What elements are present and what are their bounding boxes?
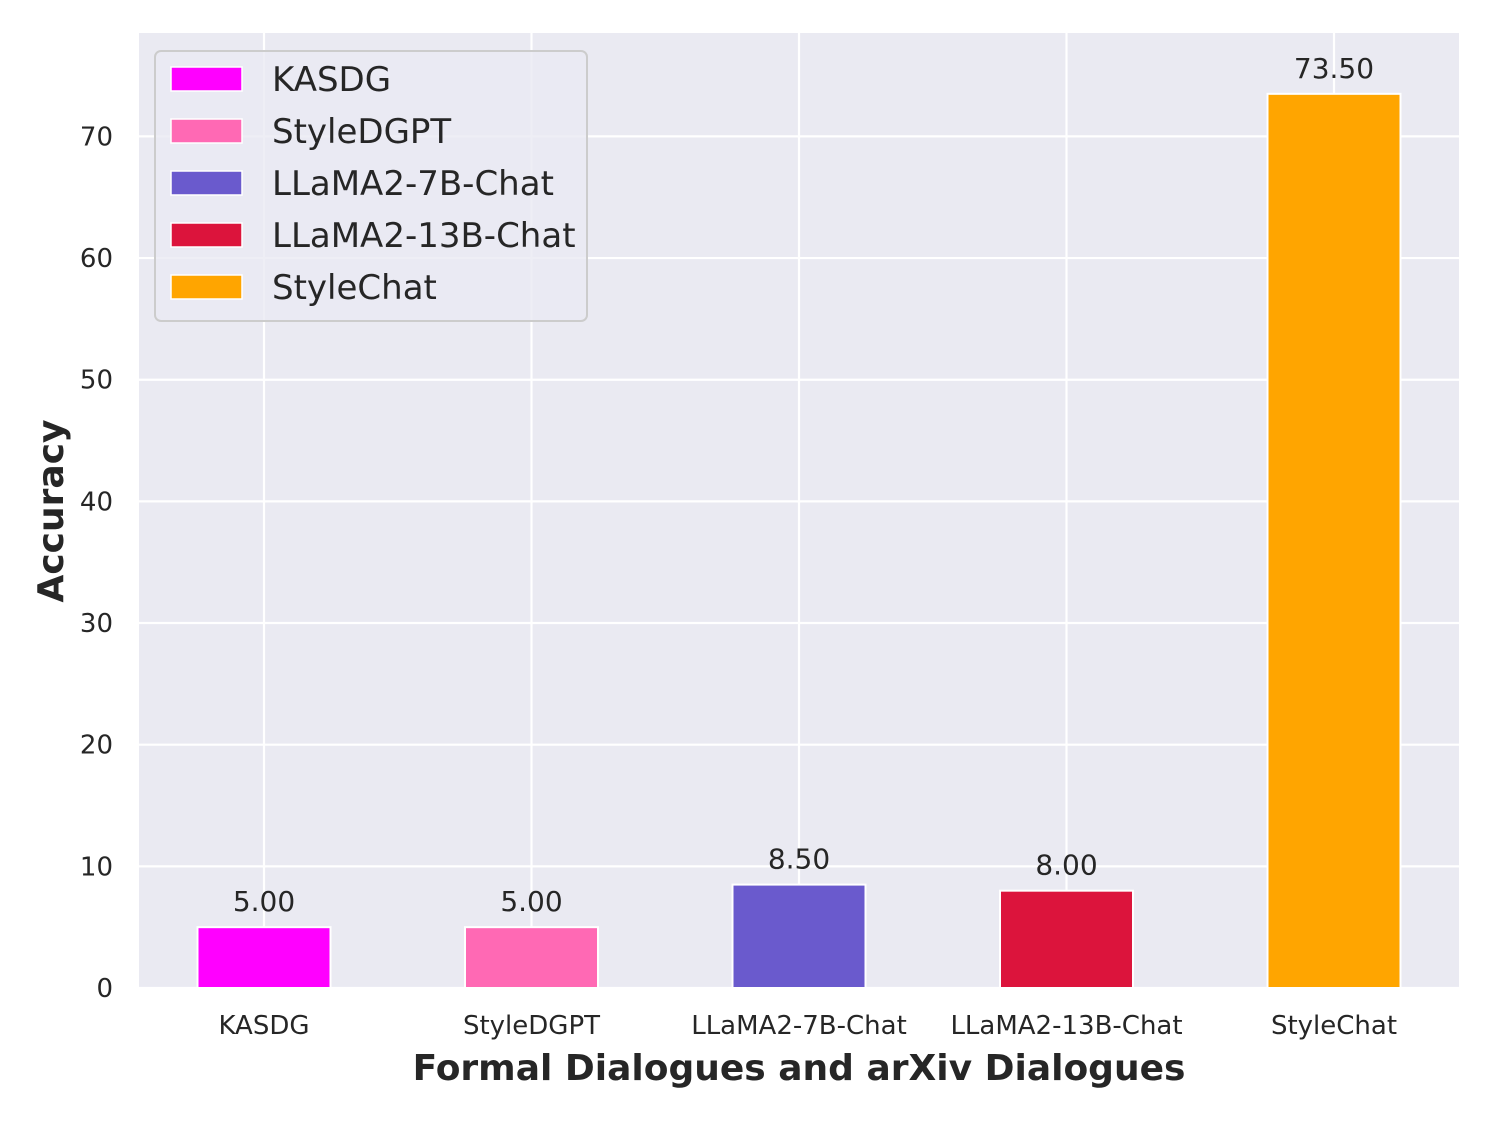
y-tick-label: 50 [80, 366, 113, 396]
legend-swatch [170, 170, 243, 196]
y-tick-label: 30 [80, 609, 113, 639]
legend: KASDG StyleDGPT LLaMA2-7B-Chat LLaMA2-13B-C… [154, 50, 588, 322]
x-tick-label: StyleDGPT [463, 1011, 600, 1041]
x-tick-label: LLaMA2-13B-Chat [950, 1011, 1182, 1041]
y-tick-labels: 0 10 20 30 40 50 60 70 [80, 122, 113, 1004]
bars [196, 92, 1402, 990]
x-axis-title: Formal Dialogues and arXiv Dialogues [413, 1048, 1186, 1089]
legend-swatch [170, 66, 243, 92]
bar-stylechat [1266, 92, 1402, 990]
legend-swatch [170, 118, 243, 144]
y-tick-label: 20 [80, 731, 113, 761]
y-tick-label: 40 [80, 487, 113, 517]
y-tick-label: 60 [80, 244, 113, 274]
bar-value-label: 5.00 [500, 885, 562, 918]
bar-llama2-13b-chat [999, 889, 1134, 990]
y-tick-label: 0 [96, 974, 113, 1004]
bar-value-label: 8.00 [1035, 849, 1097, 882]
bar-value-label: 73.50 [1294, 52, 1374, 85]
legend-frame [154, 50, 588, 322]
y-axis-title: Accuracy [31, 419, 72, 602]
x-tick-labels: KASDG StyleDGPT LLaMA2-7B-Chat LLaMA2-13B-C… [218, 1011, 1397, 1041]
bar-styledgpt [464, 926, 599, 990]
bar-value-label: 5.00 [233, 885, 295, 918]
bar-llama2-7b-chat [731, 883, 867, 989]
legend-entry-label: KASDG [272, 60, 391, 100]
x-tick-label: StyleChat [1271, 1011, 1397, 1041]
x-tick-label: LLaMA2-7B-Chat [691, 1011, 907, 1041]
legend-entry-label: LLaMA2-7B-Chat [272, 164, 554, 204]
legend-entry-label: StyleDGPT [272, 112, 451, 152]
legend-entry-label: LLaMA2-13B-Chat [272, 216, 576, 256]
legend-swatch [170, 222, 243, 248]
legend-swatch [170, 274, 243, 300]
y-tick-label: 10 [80, 852, 113, 882]
x-tick-label: KASDG [218, 1011, 309, 1041]
legend-entry-label: StyleChat [272, 268, 437, 308]
bar-kasdg [196, 926, 332, 990]
value-labels: 5.00 5.00 8.50 8.00 73.50 [233, 52, 1374, 918]
bar-value-label: 8.50 [768, 843, 830, 876]
y-tick-label: 70 [80, 122, 113, 152]
